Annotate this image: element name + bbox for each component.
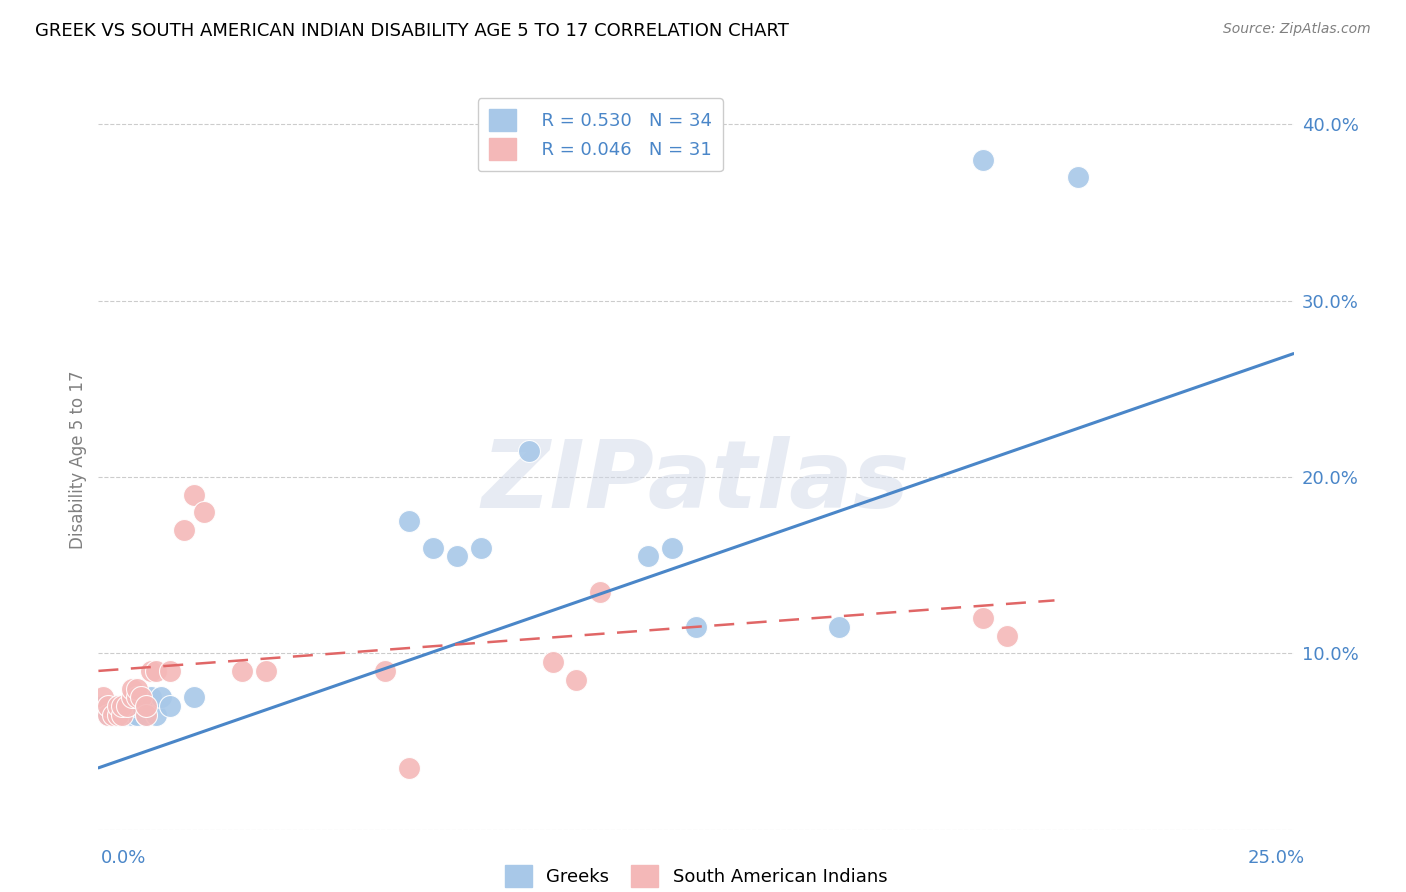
Point: [398, 761, 420, 775]
Text: Source: ZipAtlas.com: Source: ZipAtlas.com: [1223, 22, 1371, 37]
Point: [111, 708, 134, 723]
Point: [828, 620, 851, 634]
Text: GREEK VS SOUTH AMERICAN INDIAN DISABILITY AGE 5 TO 17 CORRELATION CHART: GREEK VS SOUTH AMERICAN INDIAN DISABILIT…: [35, 22, 789, 40]
Point: [995, 629, 1018, 643]
Point: [131, 690, 153, 705]
Point: [149, 690, 172, 705]
Text: ZIPatlas: ZIPatlas: [482, 435, 910, 527]
Point: [398, 514, 420, 528]
Point: [125, 690, 148, 705]
Point: [121, 681, 143, 696]
Point: [135, 699, 157, 714]
Point: [107, 708, 129, 723]
Point: [589, 584, 612, 599]
Point: [97, 699, 120, 714]
Point: [1067, 170, 1090, 185]
Point: [972, 611, 994, 625]
Point: [193, 505, 215, 519]
Point: [446, 549, 468, 564]
Point: [107, 699, 129, 714]
Y-axis label: Disability Age 5 to 17: Disability Age 5 to 17: [69, 370, 87, 549]
Point: [139, 664, 162, 678]
Point: [422, 541, 444, 555]
Point: [159, 699, 181, 714]
Point: [517, 443, 540, 458]
Point: [231, 664, 253, 678]
Point: [661, 541, 683, 555]
Point: [685, 620, 707, 634]
Point: [97, 708, 120, 723]
Legend: Greeks, South American Indians: Greeks, South American Indians: [498, 858, 894, 892]
Point: [125, 699, 148, 714]
Point: [637, 549, 659, 564]
Point: [97, 699, 120, 714]
Point: [125, 681, 148, 696]
Point: [101, 708, 124, 723]
Point: [115, 708, 138, 723]
Point: [91, 699, 114, 714]
Point: [121, 690, 143, 705]
Point: [541, 655, 564, 669]
Point: [125, 708, 148, 723]
Point: [101, 699, 124, 714]
Point: [374, 664, 396, 678]
Point: [107, 708, 129, 723]
Point: [111, 708, 134, 723]
Point: [111, 699, 134, 714]
Point: [115, 699, 138, 714]
Point: [135, 708, 157, 723]
Point: [139, 690, 162, 705]
Point: [565, 673, 588, 687]
Text: 25.0%: 25.0%: [1247, 849, 1305, 867]
Point: [254, 664, 277, 678]
Point: [101, 708, 124, 723]
Point: [145, 664, 167, 678]
Point: [135, 708, 157, 723]
Point: [470, 541, 492, 555]
Point: [131, 699, 153, 714]
Point: [121, 699, 143, 714]
Point: [972, 153, 994, 167]
Point: [183, 488, 205, 502]
Point: [159, 664, 181, 678]
Point: [145, 708, 167, 723]
Point: [173, 523, 195, 537]
Point: [91, 690, 114, 705]
Point: [183, 690, 205, 705]
Point: [111, 699, 134, 714]
Text: 0.0%: 0.0%: [101, 849, 146, 867]
Point: [115, 699, 138, 714]
Point: [135, 699, 157, 714]
Point: [97, 708, 120, 723]
Point: [107, 699, 129, 714]
Point: [121, 708, 143, 723]
